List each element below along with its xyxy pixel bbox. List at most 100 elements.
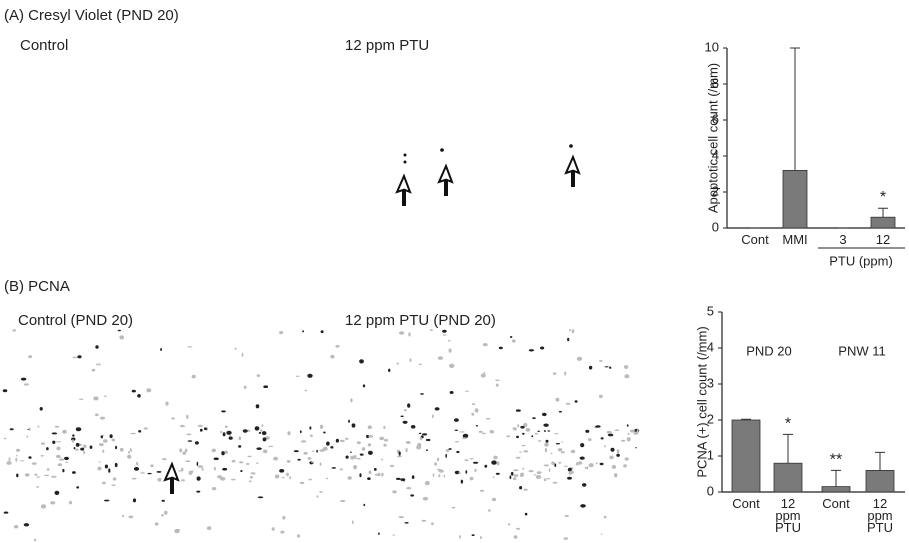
cell: [109, 434, 113, 439]
cell: [422, 433, 428, 436]
cell: [599, 462, 604, 466]
arrows: [163, 154, 581, 494]
cell: [356, 441, 361, 445]
cell: [424, 480, 430, 486]
cell: [532, 417, 536, 419]
cell: [536, 471, 542, 474]
cell: [543, 464, 550, 467]
cell: [438, 474, 441, 478]
cell: [97, 466, 102, 471]
cell: [182, 451, 187, 455]
cell: [222, 432, 226, 437]
cell: [540, 346, 545, 350]
cell: [191, 470, 194, 474]
cell: [93, 396, 99, 401]
y-tick-label: 10: [705, 39, 719, 54]
cell: [174, 529, 180, 534]
cell: [595, 425, 601, 428]
cell: [623, 365, 629, 369]
cell: [102, 449, 105, 453]
cell: [442, 334, 447, 336]
cell: [469, 458, 474, 460]
cell: [323, 431, 326, 434]
cell: [425, 438, 431, 442]
cell: [103, 439, 108, 443]
cell: [550, 452, 553, 455]
cell: [40, 504, 47, 509]
cell: [281, 476, 285, 479]
cell: [429, 329, 433, 331]
cell: [588, 463, 594, 468]
cell: [624, 457, 629, 461]
cell: [249, 476, 254, 479]
cell: [437, 457, 440, 462]
cell: [585, 429, 590, 433]
cell: [465, 470, 468, 474]
cell: [448, 448, 452, 450]
cell: [418, 432, 422, 435]
cell: [261, 424, 264, 427]
cell: [405, 448, 408, 453]
cell: [303, 451, 308, 455]
cell: [187, 440, 193, 442]
cell: [460, 479, 464, 484]
cell: [537, 430, 540, 432]
cell: [347, 476, 352, 480]
cell: [437, 356, 444, 360]
cell: [340, 499, 346, 503]
cell: [307, 457, 312, 460]
cell: [506, 435, 511, 438]
cell: [410, 494, 415, 497]
cell: [95, 345, 99, 349]
cell: [246, 462, 250, 466]
cell: [9, 428, 14, 431]
cell: [256, 374, 261, 377]
cell: [607, 433, 614, 437]
cell: [523, 450, 529, 453]
cell: [471, 403, 476, 406]
significance-mark: *: [880, 189, 886, 206]
cell: [462, 433, 469, 439]
cell: [228, 436, 233, 440]
cell: [408, 332, 411, 337]
cell: [350, 398, 353, 403]
cell: [286, 460, 291, 463]
x-tick-label: MMI: [782, 232, 808, 247]
cell: [256, 447, 262, 451]
cell: [516, 527, 520, 530]
image-label: Control: [20, 37, 68, 54]
cell: [616, 449, 620, 454]
bar: [821, 486, 851, 493]
cell: [544, 442, 549, 447]
cell: [475, 425, 478, 427]
cell: [240, 469, 243, 473]
image-label: 12 ppm PTU (PND 20): [345, 312, 496, 329]
cell: [316, 495, 319, 498]
cell: [400, 415, 404, 418]
cell: [56, 454, 61, 459]
cell: [534, 432, 539, 435]
cell: [231, 459, 236, 463]
cell: [471, 412, 475, 416]
cell: [115, 445, 118, 450]
cell: [464, 390, 470, 392]
y-tick-label: 0: [707, 483, 714, 498]
cell: [72, 439, 74, 443]
cell: [479, 489, 485, 492]
cell: [74, 448, 79, 451]
cell: [614, 473, 618, 478]
cell: [224, 425, 228, 428]
cell: [604, 445, 606, 448]
cell: [146, 388, 152, 393]
cell: [606, 430, 612, 434]
cell: [79, 443, 83, 446]
cell: [213, 457, 219, 461]
y-tick-label: 2: [707, 411, 714, 426]
cell: [582, 483, 587, 487]
cell: [405, 441, 411, 444]
cell: [102, 434, 105, 436]
cell: [114, 462, 118, 468]
cell: [16, 448, 20, 452]
